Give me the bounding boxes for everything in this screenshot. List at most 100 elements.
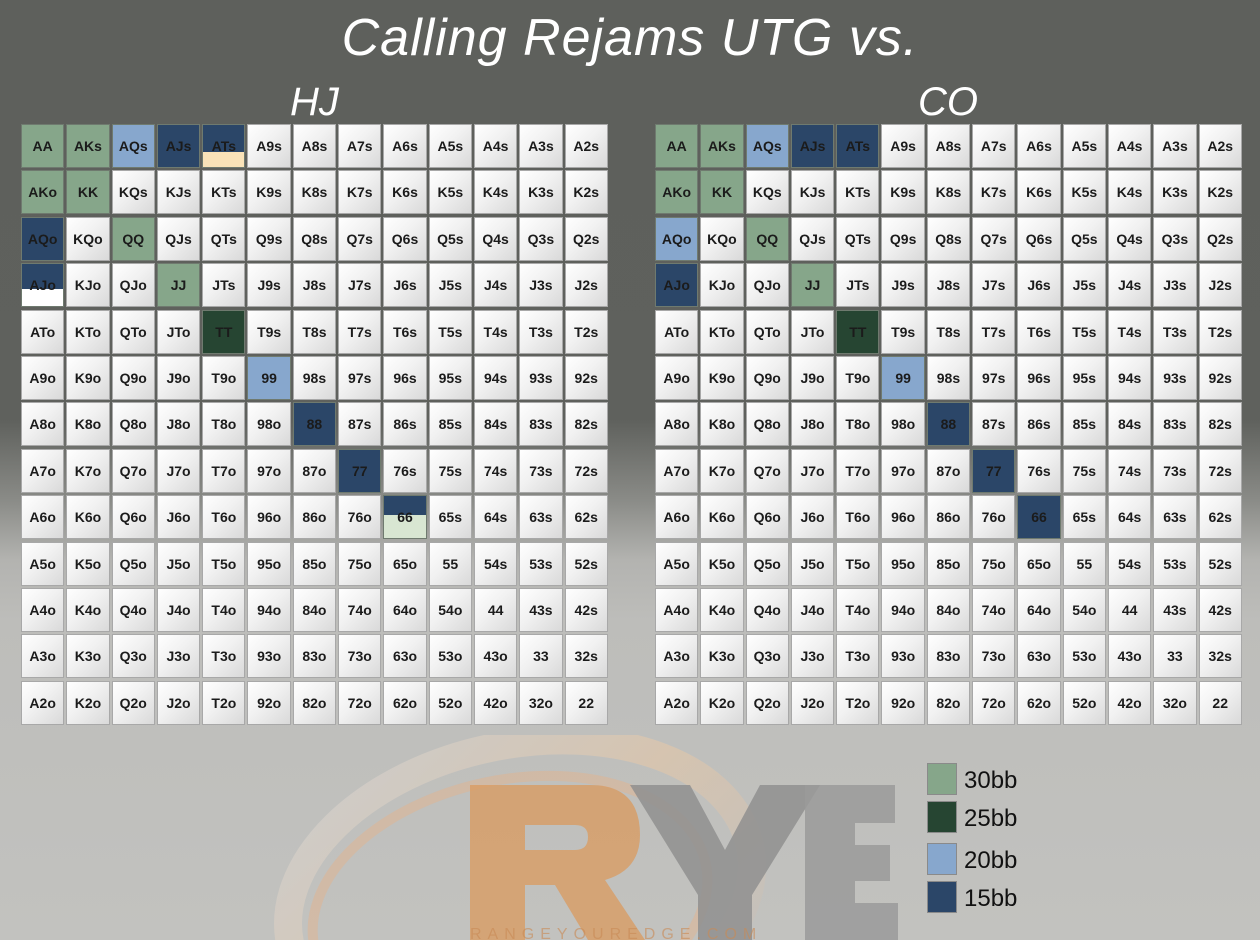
hand-cell-83s: 83s (519, 402, 563, 447)
hand-cell-JTo: JTo (790, 309, 835, 354)
range-fill (701, 125, 743, 167)
hand-label: Q9s (889, 230, 917, 247)
hand-cell-T3s: T3s (519, 309, 563, 354)
hand-cell-85s: 85s (1062, 402, 1106, 447)
hand-label: 87s (982, 416, 1006, 433)
hand-label: KTo (74, 323, 102, 340)
hand-cell-K9s: K9s (881, 170, 925, 215)
hand-label: K3o (708, 648, 736, 665)
hand-cell-ATo: ATo (655, 309, 699, 354)
hand-label: Q4o (753, 601, 781, 618)
hand-cell-82s: 82s (1198, 402, 1242, 447)
hand-cell-66: 66 (383, 495, 427, 540)
hand-label: 72s (1208, 462, 1232, 479)
hand-cell-32s: 32s (1198, 634, 1242, 679)
hand-cell-85o: 85o (292, 541, 337, 586)
hand-cell-94s: 94s (1107, 355, 1152, 400)
hand-cell-KK: KK (66, 170, 110, 215)
hand-label: K6o (74, 509, 102, 526)
hand-label: 42s (1208, 601, 1232, 618)
hand-label: Q2s (572, 230, 600, 247)
hand-label: 63o (392, 648, 418, 665)
legend-swatch (927, 881, 957, 913)
hand-cell-87o: 87o (926, 448, 971, 493)
hand-cell-Q9s: Q9s (881, 216, 925, 261)
hand-label: Q8s (301, 230, 328, 247)
hand-cell-88: 88 (292, 402, 337, 447)
hand-cell-T9s: T9s (881, 309, 925, 354)
hand-label: 77 (351, 462, 368, 479)
hand-label: A8o (663, 416, 690, 433)
hand-cell-96o: 96o (247, 495, 291, 540)
hand-cell-88: 88 (926, 402, 971, 447)
hand-cell-84s: 84s (473, 402, 518, 447)
hand-label: 42o (1117, 694, 1142, 711)
hand-cell-75s: 75s (428, 448, 472, 493)
hand-label: QQ (756, 230, 779, 247)
hand-label: 98s (302, 369, 327, 386)
hand-label: 86o (302, 509, 327, 526)
hand-cell-T8o: T8o (202, 402, 246, 447)
range-fill (656, 264, 698, 307)
hand-label: 32o (528, 694, 553, 711)
hand-label: 64s (483, 509, 508, 526)
hand-label: 74s (483, 462, 508, 479)
hand-cell-95o: 95o (881, 541, 925, 586)
hand-label: Q6s (391, 230, 419, 247)
range-fill (293, 403, 336, 446)
hand-label: 72o (347, 694, 372, 711)
hand-cell-84o: 84o (292, 587, 337, 632)
hand-label: Q4s (1116, 230, 1143, 247)
range-fill (837, 310, 879, 353)
hand-cell-T4s: T4s (473, 309, 518, 354)
hand-label: K7s (346, 184, 373, 201)
hand-cell-K5s: K5s (1062, 170, 1106, 215)
hand-label: A5s (437, 138, 464, 154)
hand-cell-Q6o: Q6o (745, 495, 789, 540)
hand-cell-A6s: A6s (1017, 124, 1061, 168)
hand-cell-A5s: A5s (1062, 124, 1106, 168)
hand-label: 84o (302, 601, 327, 618)
hand-cell-74o: 74o (338, 587, 382, 632)
hand-cell-42s: 42s (1198, 587, 1242, 632)
hand-label: A7o (663, 462, 690, 479)
hand-cell-85o: 85o (926, 541, 971, 586)
range-fill (1018, 496, 1060, 539)
hand-cell-T7o: T7o (202, 448, 246, 493)
hand-label: J5o (800, 555, 825, 572)
range-fill (701, 171, 743, 214)
hand-cell-T3o: T3o (836, 634, 880, 679)
hand-cell-KJs: KJs (156, 170, 201, 215)
hand-cell-J6s: J6s (383, 263, 427, 308)
hand-label: J2o (800, 694, 825, 711)
hand-label: 84s (483, 416, 508, 433)
hand-cell-J4o: J4o (156, 587, 201, 632)
hand-cell-K6o: K6o (66, 495, 110, 540)
hand-cell-63o: 63o (1017, 634, 1061, 679)
hand-cell-QTo: QTo (111, 309, 155, 354)
hand-label: 76o (981, 509, 1006, 526)
hand-cell-AKo: AKo (21, 170, 65, 215)
hand-cell-Q7s: Q7s (972, 216, 1016, 261)
hand-label: K7o (708, 462, 736, 479)
hand-label: 64o (392, 601, 418, 618)
hand-label: T8s (302, 323, 327, 340)
hand-cell-J5s: J5s (1062, 263, 1106, 308)
hand-label: T7o (845, 462, 871, 479)
hand-cell-77: 77 (972, 448, 1016, 493)
hand-label: 93s (529, 369, 553, 386)
hand-cell-85s: 85s (428, 402, 472, 447)
hand-cell-77: 77 (338, 448, 382, 493)
hand-label: AKs (73, 138, 102, 154)
hand-cell-A4o: A4o (655, 587, 699, 632)
hand-label: JTs (846, 277, 870, 294)
hand-cell-A3s: A3s (1153, 124, 1197, 168)
hand-label: AJo (29, 277, 56, 294)
hand-label: K2s (573, 184, 600, 201)
hand-label: 98o (891, 416, 916, 433)
hand-label: AJs (165, 138, 192, 154)
hand-cell-Q9s: Q9s (247, 216, 291, 261)
hand-cell-J5s: J5s (428, 263, 472, 308)
hand-cell-65s: 65s (428, 495, 472, 540)
hand-label: 96s (393, 369, 417, 386)
